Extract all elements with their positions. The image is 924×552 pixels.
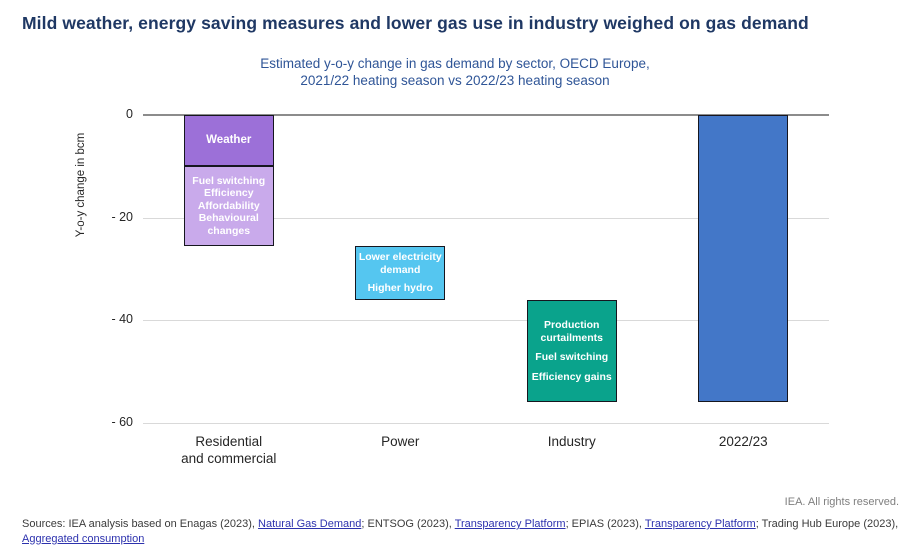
copyright-note: IEA. All rights reserved. bbox=[784, 496, 899, 508]
source-text: ; ENTSOG (2023), bbox=[361, 518, 455, 530]
zero-axis-line bbox=[143, 114, 829, 116]
sources-note: Sources: IEA analysis based on Enagas (2… bbox=[22, 517, 906, 546]
plot-area: Weather Fuel switching Efficiency Affordabi… bbox=[143, 114, 829, 424]
source-link[interactable]: Transparency Platform bbox=[644, 518, 756, 530]
source-link[interactable]: Transparency Platform bbox=[454, 518, 566, 530]
x-category-label: Industry bbox=[547, 434, 596, 449]
source-text: ; Trading Hub Europe (2023), bbox=[755, 518, 899, 530]
bar-segment-label: Fuel switching bbox=[535, 351, 609, 364]
bar-segment-label: Behavioural changes bbox=[198, 212, 259, 237]
chart-title: Mild weather, energy saving measures and… bbox=[22, 13, 809, 33]
bar-segment-residential: Fuel switching Efficiency Affordability Beh… bbox=[183, 166, 274, 246]
bar-segment-industry: Production curtailments Fuel switching Eff… bbox=[526, 299, 617, 403]
chart-subtitle-line1: Estimated y-o-y change in gas demand by … bbox=[260, 56, 650, 71]
gridline bbox=[143, 217, 829, 219]
bar-segment-power: Lower electricity demand Higher hydro bbox=[355, 245, 446, 300]
y-axis-title: Y-o-y change in bcm bbox=[75, 132, 87, 238]
bar-segment-label: Lower electricity demand bbox=[358, 251, 442, 276]
chart-subtitle: Estimated y-o-y change in gas demand by … bbox=[140, 55, 770, 89]
source-link[interactable]: Aggregated consumption bbox=[22, 532, 145, 545]
x-category-label: 2022/23 bbox=[718, 434, 768, 449]
bar-segment-label: Production curtailments bbox=[540, 319, 603, 344]
y-tick-label: - 40 bbox=[111, 312, 133, 327]
bar-segment-label: Affordability bbox=[197, 199, 260, 212]
x-category-label: Residential and commercial bbox=[181, 434, 277, 466]
bar-segment-label: Efficiency bbox=[203, 187, 254, 200]
gridline bbox=[143, 423, 829, 424]
bar-segment-label: Fuel switching bbox=[192, 174, 266, 187]
bar-segment-2022-23 bbox=[698, 115, 789, 403]
y-tick-label: - 20 bbox=[111, 209, 133, 224]
source-text: Sources: IEA analysis based on Enagas (2… bbox=[22, 518, 259, 530]
source-text: ; EPIAS (2023), bbox=[565, 518, 645, 530]
chart-subtitle-line2: 2021/22 heating season vs 2022/23 heatin… bbox=[300, 73, 610, 88]
source-link[interactable]: Natural Gas Demand bbox=[258, 518, 362, 530]
gridline bbox=[143, 320, 829, 322]
y-tick-label: - 60 bbox=[111, 415, 133, 429]
bar-segment-label: Higher hydro bbox=[367, 282, 433, 295]
x-category-label: Power bbox=[381, 434, 420, 449]
bar-segment-residential: Weather bbox=[183, 115, 274, 167]
bar-segment-label: Efficiency gains bbox=[531, 370, 612, 383]
bar-segment-label: Weather bbox=[206, 134, 252, 147]
y-tick-label: 0 bbox=[126, 107, 133, 121]
